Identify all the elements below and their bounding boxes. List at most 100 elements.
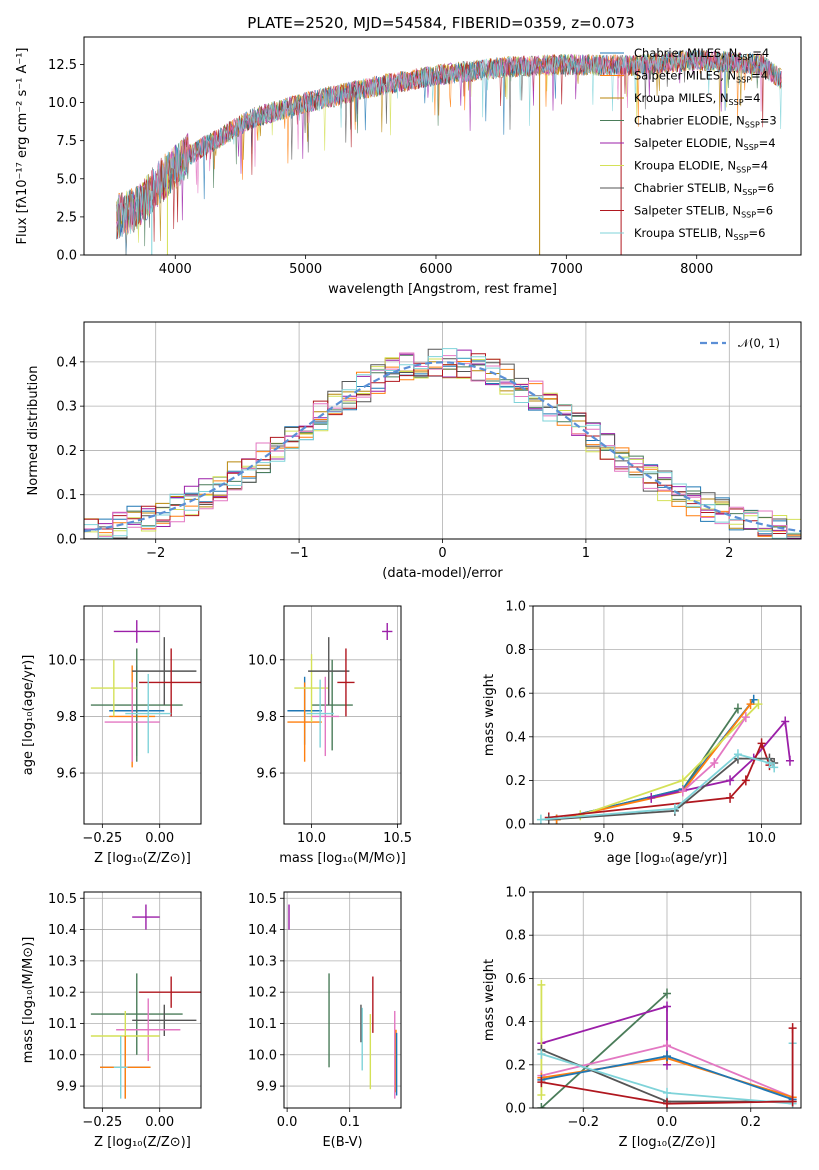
- weight-point-marker: [733, 749, 742, 760]
- legend-label: Salpeter STELIB, NSSP=6: [634, 204, 773, 220]
- y-tick-label: 1.0: [505, 886, 526, 901]
- y-tick-label: 0.0: [505, 1102, 526, 1117]
- weight-point-marker: [781, 716, 790, 727]
- legend-label: 𝒩(0, 1): [738, 336, 780, 350]
- y-tick-label: 10.1: [48, 1017, 77, 1032]
- weight-point-marker: [770, 762, 779, 773]
- x-tick-label: 5000: [289, 262, 322, 277]
- spectrum-axes: 4000 5000 6000 7000 8000 0.0 2.5 5.0 7.5 10.0 12.5…: [15, 36, 802, 297]
- y-axis-label: mass [log₁₀(M/M⊙)]: [21, 937, 36, 1064]
- x-axis-label: Z [log₁₀(Z/Z⊙)]: [94, 1135, 191, 1150]
- weight-point-marker: [678, 775, 687, 786]
- y-tick-label: 0.0: [56, 249, 77, 264]
- x-tick-label: 9.5: [672, 831, 693, 846]
- x-tick-label: 0.00: [145, 1115, 174, 1130]
- x-tick-label: 10.0: [297, 831, 326, 846]
- weight-point-marker: [788, 1096, 797, 1107]
- residuals-plot-area: [84, 348, 801, 539]
- ebv-mass-grid: [284, 892, 401, 1108]
- weight-point-marker: [663, 1040, 671, 1051]
- y-tick-label: 10.0: [248, 1048, 277, 1063]
- y-tick-label: 10.2: [48, 986, 77, 1001]
- weight-point-marker: [754, 699, 763, 710]
- legend-label: Salpeter MILES, NSSP=4: [634, 69, 768, 85]
- x-tick-label: −0.25: [82, 831, 122, 846]
- weight-point-marker: [765, 757, 774, 768]
- weight-point-marker: [537, 979, 546, 990]
- y-tick-label: 0.2: [505, 1058, 526, 1073]
- z-weight-frame: [532, 891, 802, 1109]
- y-tick-label: 10.2: [248, 986, 277, 1001]
- weight-point-marker: [537, 1077, 546, 1088]
- weight-point-marker: [537, 1090, 546, 1101]
- residual-histogram: [84, 353, 801, 539]
- weight-point-marker: [663, 1098, 671, 1108]
- ebv-mass-plot-area: [288, 904, 398, 1099]
- x-tick-label: 0: [438, 546, 446, 561]
- legend-label: Salpeter ELODIE, NSSP=4: [634, 136, 776, 152]
- legend-label: Kroupa STELIB, NSSP=6: [634, 226, 765, 242]
- weight-point-marker: [537, 1049, 546, 1059]
- spectrum-legend: Chabrier MILES, NSSP=4 Salpeter MILES, NS…: [600, 46, 777, 242]
- x-tick-label: 8000: [680, 262, 713, 277]
- weight-point-marker: [726, 792, 735, 803]
- y-tick-label: 0.4: [505, 1015, 526, 1030]
- spectrum-frame: [83, 36, 802, 256]
- legend-label: Kroupa ELODIE, NSSP=4: [634, 159, 768, 175]
- y-tick-label: 0.3: [56, 400, 77, 415]
- y-axis-label: Normed distribution: [26, 366, 41, 496]
- z-age-grid: [84, 606, 201, 824]
- weight-point-marker: [733, 703, 742, 714]
- x-tick-label: 1: [582, 546, 590, 561]
- y-axis-label: mass weight: [482, 959, 497, 1041]
- x-tick-label: −0.25: [82, 1115, 122, 1130]
- y-tick-label: 0.0: [505, 818, 526, 833]
- weight-point-marker: [741, 712, 750, 723]
- weight-point-marker: [757, 738, 766, 749]
- x-tick-label: 0.0: [657, 1115, 678, 1130]
- y-tick-label: 9.6: [56, 767, 77, 782]
- z-weight-axes: −0.2 0.0 0.2 0.0 0.2 0.4 0.6 0.8 1.0 Z [log₁₀(Z/Z…: [482, 886, 802, 1150]
- y-tick-label: 10.0: [48, 1048, 77, 1063]
- y-tick-label: 10.5: [48, 892, 77, 907]
- y-tick-label: 10.5: [248, 892, 277, 907]
- y-tick-label: 7.5: [56, 134, 77, 149]
- age-weight-axes: 9.0 9.5 10.0 0.0 0.2 0.4 0.6 0.8 1.0 age [log₁₀(a…: [482, 600, 802, 866]
- x-tick-label: −2: [146, 546, 165, 561]
- weight-point-marker: [746, 699, 755, 710]
- weight-point-marker: [788, 1023, 797, 1034]
- x-tick-label: 4000: [159, 262, 192, 277]
- y-tick-label: 0.8: [505, 929, 526, 944]
- x-axis-label: E(B-V): [322, 1135, 362, 1150]
- weight-point-marker: [678, 786, 687, 797]
- x-tick-label: 9.0: [594, 831, 615, 846]
- x-axis-label: (data-model)/error: [382, 566, 503, 581]
- spectrum-series-line: [116, 50, 782, 239]
- y-tick-label: 9.8: [56, 710, 77, 725]
- gaussian-curve: [84, 361, 801, 533]
- x-axis-label: Z [log₁₀(Z/Z⊙)]: [94, 851, 191, 866]
- y-tick-label: 10.4: [48, 923, 77, 938]
- residual-legend: 𝒩(0, 1): [700, 336, 780, 350]
- plot-layer: 4000 5000 6000 7000 80000.02.55.07.510.012.5…: [15, 36, 802, 1150]
- legend-label: Chabrier STELIB, NSSP=6: [634, 181, 774, 197]
- spectrum-plot-area: [116, 49, 782, 255]
- y-tick-label: 10.0: [248, 653, 277, 668]
- y-tick-label: 0.2: [56, 444, 77, 459]
- y-tick-label: 2.5: [56, 210, 77, 225]
- weight-series-line: [541, 1028, 794, 1105]
- y-tick-label: 0.2: [505, 774, 526, 789]
- weight-point-marker: [536, 814, 545, 824]
- mass-age-plot-area: [287, 622, 393, 762]
- x-tick-label: 10.5: [383, 831, 412, 846]
- y-axis-label: mass weight: [482, 674, 497, 756]
- x-tick-label: 6000: [419, 262, 452, 277]
- x-tick-label: 0.00: [145, 831, 174, 846]
- y-tick-label: 10.0: [48, 96, 77, 111]
- weight-point-marker: [537, 1103, 546, 1108]
- y-tick-label: 9.8: [256, 710, 277, 725]
- y-axis-label: age [log₁₀(age/yr)]: [21, 655, 36, 776]
- age-weight-frame: [532, 605, 802, 825]
- weight-point-marker: [663, 1001, 671, 1012]
